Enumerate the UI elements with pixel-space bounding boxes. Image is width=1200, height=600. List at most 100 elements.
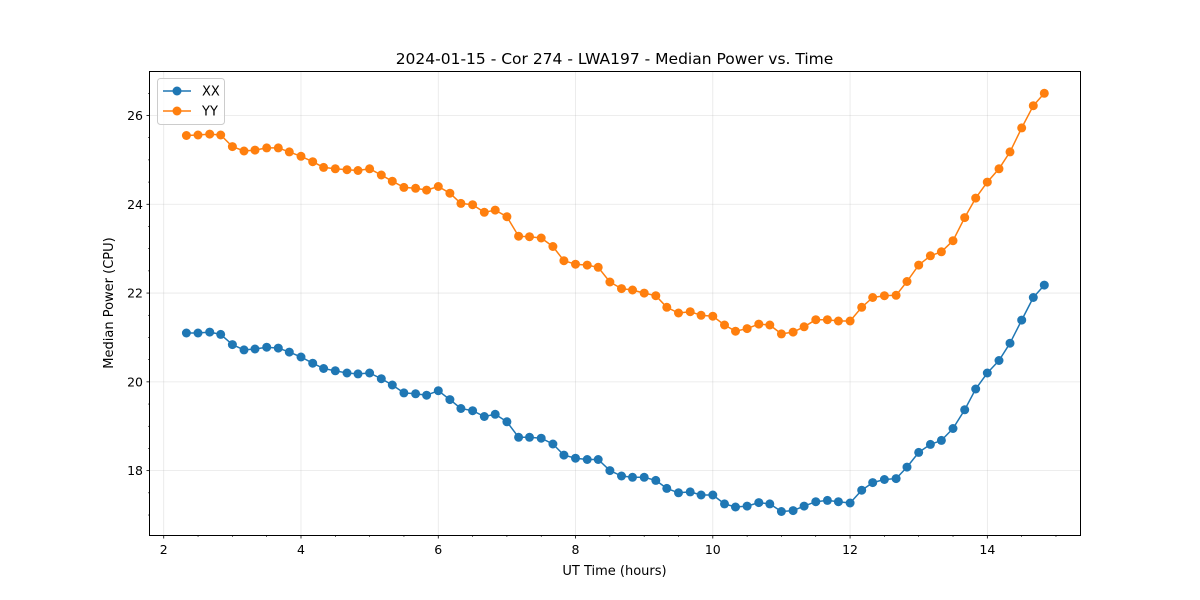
data-point-yy [628, 285, 637, 295]
data-point-yy [1005, 147, 1015, 157]
data-point-xx [559, 450, 569, 460]
data-point-yy [330, 164, 340, 174]
data-point-xx [273, 343, 283, 353]
data-point-yy [651, 291, 661, 301]
data-point-xx [399, 388, 409, 398]
data-point-xx [205, 327, 215, 337]
data-point-yy [445, 188, 455, 198]
data-point-xx [822, 495, 832, 505]
y-tick-label: 20 [127, 374, 143, 389]
data-point-xx [216, 329, 226, 339]
data-point-xx [639, 472, 649, 482]
data-point-xx [765, 499, 775, 509]
legend-label-xx: XX [202, 85, 220, 100]
data-point-xx [376, 374, 386, 384]
data-point-xx [696, 490, 706, 500]
data-point-yy [593, 262, 603, 272]
series-line-yy [186, 92, 1045, 335]
y-tick-label: 26 [127, 108, 143, 123]
data-point-xx [731, 502, 740, 512]
x-tick-label: 12 [842, 542, 858, 557]
data-point-yy [548, 242, 558, 251]
data-point-yy [456, 198, 466, 208]
data-point-xx [445, 395, 455, 405]
data-point-yy [490, 205, 500, 215]
data-point-xx [422, 390, 432, 400]
data-point-yy [262, 143, 272, 153]
chart-title: 2024-01-15 - Cor 274 - LWA197 - Median P… [396, 50, 834, 68]
data-point-yy [571, 259, 580, 269]
x-tick-label: 14 [979, 542, 995, 557]
x-tick-label: 4 [297, 542, 305, 557]
data-point-yy [296, 151, 306, 161]
series-xx [181, 280, 1049, 516]
data-point-xx [982, 368, 992, 378]
data-point-xx [742, 501, 752, 511]
data-point-xx [708, 490, 718, 500]
data-point-xx [662, 483, 672, 493]
data-point-yy [720, 320, 729, 330]
data-point-yy [422, 185, 432, 195]
data-point-xx [330, 366, 340, 376]
series-layer [181, 88, 1049, 516]
data-point-yy [868, 293, 878, 302]
data-point-xx [548, 439, 558, 449]
data-point-xx [925, 439, 935, 449]
data-point-xx [284, 347, 294, 357]
data-point-xx [605, 466, 615, 476]
x-tick-label: 10 [705, 542, 721, 557]
data-point-yy [925, 251, 935, 261]
data-point-xx [456, 404, 466, 413]
data-point-xx [582, 455, 592, 464]
x-tick-label: 6 [434, 542, 442, 557]
data-point-xx [490, 409, 500, 419]
data-point-yy [468, 200, 478, 210]
data-point-yy [216, 130, 226, 140]
data-point-yy [765, 320, 775, 330]
data-point-yy [205, 129, 215, 139]
data-point-xx [948, 424, 958, 433]
data-point-yy [365, 164, 375, 174]
data-point-yy [399, 182, 409, 192]
data-point-yy [353, 166, 363, 175]
data-point-yy [857, 302, 867, 312]
x-tick-label: 8 [572, 542, 580, 557]
legend-marker-yy [172, 106, 182, 116]
data-point-xx [411, 389, 421, 399]
data-point-xx [879, 475, 889, 484]
data-point-yy [754, 319, 764, 329]
data-point-xx [239, 345, 249, 355]
data-point-xx [628, 472, 637, 482]
series-yy [181, 88, 1049, 339]
data-point-yy [696, 310, 706, 320]
data-point-yy [319, 162, 329, 172]
data-point-yy [994, 164, 1004, 174]
data-point-yy [227, 142, 237, 152]
data-point-yy [387, 176, 397, 186]
data-point-xx [811, 497, 821, 507]
data-point-xx [936, 435, 946, 445]
data-point-xx [674, 488, 683, 498]
data-point-xx [902, 462, 912, 472]
data-point-xx [250, 344, 260, 354]
data-point-xx [776, 507, 786, 516]
data-point-xx [181, 328, 191, 338]
y-tick-label: 24 [127, 197, 143, 212]
data-point-xx [262, 342, 272, 352]
plot-frame [149, 71, 1081, 536]
data-point-xx [514, 432, 524, 442]
data-point-xx [365, 368, 375, 378]
data-point-yy [936, 247, 946, 257]
data-point-xx [593, 455, 603, 464]
data-point-yy [742, 324, 752, 334]
data-point-yy [674, 308, 683, 318]
series-line-xx [186, 284, 1045, 513]
data-point-yy [799, 322, 809, 332]
data-point-yy [891, 290, 901, 300]
data-point-xx [891, 474, 901, 484]
data-point-yy [879, 291, 889, 301]
data-point-yy [376, 170, 386, 180]
data-point-xx [342, 368, 352, 378]
data-point-yy [582, 260, 592, 270]
